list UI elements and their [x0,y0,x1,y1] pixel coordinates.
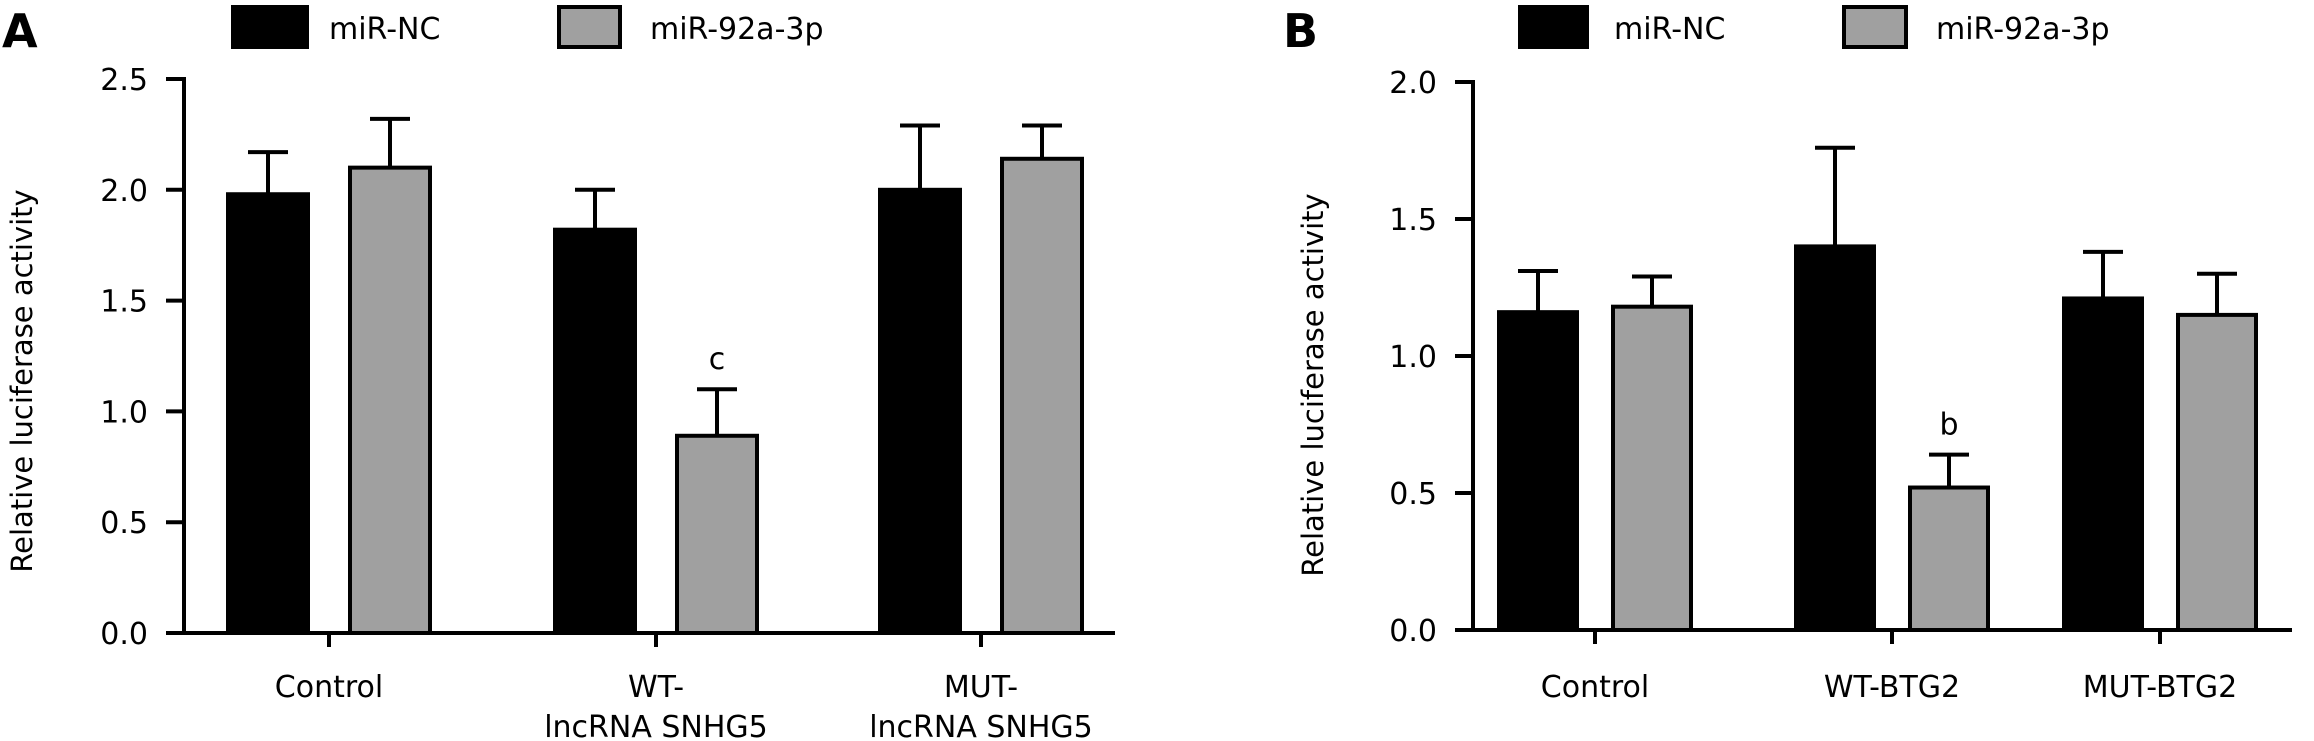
panel-b-bar-control-mir-nc [1497,310,1579,632]
panel-a-category-label-wt-lncrna-snhg5-line-2: lncRNA SNHG5 [544,710,768,741]
panel-b-error-bar-wt-btg2-mir-92a-3p [1929,452,1969,488]
panel-a-error-bar-mut-lncrna-snhg5-mir-92a-3p [1022,123,1062,159]
panel-b-error-bar-control-mir-92a-3p [1632,274,1672,307]
panel-b-bars [1497,145,2258,632]
panel-a-error-bar-control-mir-92a-3p [370,116,410,168]
panel-b-y-axis-label: Relative luciferase activity [1296,193,1330,576]
panel-a-bar-wt-lncrna-snhg5-mir-nc [553,227,637,636]
panel-a-legend: miR-NC miR-92a-3p [231,5,824,49]
panel-b-bar-mut-btg2-mir-92a-3p [2176,312,2258,632]
panel-a-legend-label-mir-nc: miR-NC [329,12,440,47]
panel-a-legend-label-mir-92a-3p: miR-92a-3p [650,12,824,47]
panel-b-legend-label-mir-nc: miR-NC [1614,12,1725,47]
panel-b-x-axis: Control WT-BTG2 MUT-BTG2 [1471,628,2292,705]
panel-a-label: A [2,4,38,58]
panel-a-error-bar-wt-lncrna-snhg5-mir-nc [575,187,615,230]
panel-a-error-bar-mut-lncrna-snhg5-mir-nc [900,123,940,190]
panel-b-y-axis: 0.0 0.5 1.0 1.5 2.0 Relative luciferase activ… [1296,66,1475,649]
panel-b-category-label-mut-btg2-line-1: MUT-BTG2 [2083,670,2237,705]
panel-a-ytick-label-2-5: 2.5 [100,63,148,98]
panel-a-ytick-label-2-0: 2.0 [100,174,148,209]
panel-b-error-bar-mut-btg2-mir-92a-3p [2197,271,2237,315]
panel-b-error-bar-mut-btg2-mir-nc [2083,249,2123,299]
panel-a-error-bar-control-mir-nc [248,150,288,195]
panel-b-legend-swatch-mir-nc [1518,5,1589,49]
panel-b-legend-label-mir-92a-3p: miR-92a-3p [1936,12,2110,47]
panel-b-annotation-b: b [1939,408,1958,443]
panel-b-bar-wt-btg2-mir-92a-3p [1908,485,1990,632]
panel-a-error-bar-wt-lncrna-snhg5-mir-92a-3p [697,387,737,436]
panel-b-ytick-label-2-0: 2.0 [1389,66,1437,101]
panel-a-ytick-label-1-0: 1.0 [100,395,148,430]
panel-b-category-label-wt-btg2-line-1: WT-BTG2 [1824,670,1960,705]
panel-a-legend-swatch-mir-92a-3p [557,5,622,49]
panel-a-category-label-control-line-1: Control [275,670,383,705]
panel-b-ytick-label-0-5: 0.5 [1389,477,1437,512]
panel-a-category-label-mut-lncrna-snhg5-line-1: MUT- [944,670,1018,705]
panel-b-bar-mut-btg2-mir-nc [2062,296,2144,632]
panel-b-legend-swatch-mir-92a-3p [1842,5,1908,49]
panel-a-bars [226,116,1084,636]
panel-a-y-axis-label: Relative luciferase activity [5,189,39,572]
panel-b-label: B [1283,4,1318,58]
panel-a-annotation-c: c [709,342,726,377]
panel-a-bar-control-mir-92a-3p [348,165,432,635]
panel-b-bar-wt-btg2-mir-nc [1794,244,1876,632]
panel-b-error-bar-wt-btg2-mir-nc [1815,145,1855,247]
panel-a-bar-mut-lncrna-snhg5-mir-nc [878,187,962,636]
panel-a-ytick-label-1-5: 1.5 [100,285,148,320]
panel-b-ytick-label-1-0: 1.0 [1389,340,1437,375]
panel-b-ytick-label-0-0: 0.0 [1389,614,1437,649]
panel-b-ytick-label-1-5: 1.5 [1389,203,1437,238]
panel-b-bar-control-mir-92a-3p [1611,304,1693,632]
panel-a-category-label-wt-lncrna-snhg5-line-1: WT- [628,670,684,705]
panel-a-bar-mut-lncrna-snhg5-mir-92a-3p [1000,156,1084,635]
panel-a-ytick-label-0-5: 0.5 [100,506,148,541]
panel-b-error-bar-control-mir-nc [1518,269,1558,313]
panel-b-legend: miR-NC miR-92a-3p [1518,5,2110,49]
panel-a-x-axis: Control WT-lncRNA SNHG5 MUT-lncRNA SNHG5 [182,631,1115,741]
panel-a-y-axis: 0.0 0.5 1.0 1.5 2.0 2.5 Relative luciferase ac… [5,63,186,652]
panel-a-bar-control-mir-nc [226,192,310,635]
panel-a-category-label-mut-lncrna-snhg5-line-2: lncRNA SNHG5 [869,710,1093,741]
panel-a-bar-wt-lncrna-snhg5-mir-92a-3p [675,433,759,635]
panel-b-category-label-control-line-1: Control [1541,670,1649,705]
panel-a-legend-swatch-mir-nc [231,5,309,49]
panel-a-ytick-label-0-0: 0.0 [100,617,148,652]
